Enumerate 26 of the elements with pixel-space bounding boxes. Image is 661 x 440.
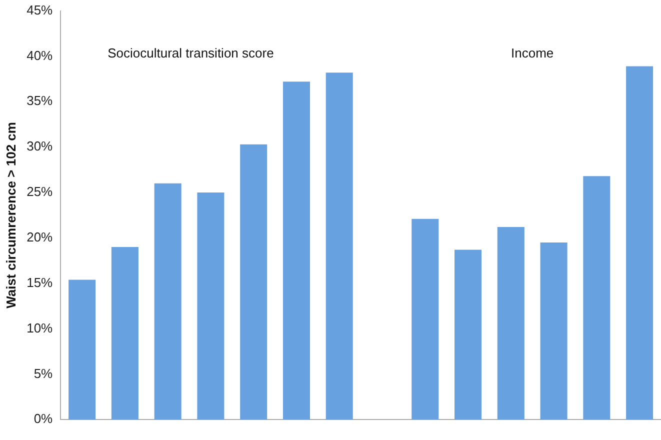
- bar: [68, 280, 96, 420]
- y-axis-title: Waist circumrerence > 102 cm: [3, 122, 18, 308]
- bar: [583, 176, 610, 420]
- y-tick-label: 25%: [26, 184, 54, 200]
- y-tick-label: 45%: [26, 2, 54, 18]
- y-tick-label: 35%: [26, 93, 54, 108]
- bar: [540, 242, 568, 420]
- bar: [497, 227, 524, 420]
- bar: [412, 218, 439, 420]
- y-tick-label: 20%: [26, 229, 54, 244]
- bar: [197, 192, 224, 420]
- y-tick-label: 15%: [26, 274, 54, 290]
- bar: [282, 82, 310, 420]
- y-tick-label: 40%: [26, 48, 54, 63]
- y-tick-label: 0%: [34, 411, 54, 426]
- y-tick-label: 5%: [34, 366, 54, 381]
- annotation: Income: [511, 45, 554, 60]
- annotation: Sociocultural transition score: [108, 45, 274, 60]
- bar: [154, 183, 182, 420]
- bar: [326, 72, 353, 420]
- y-tick-label: 10%: [26, 320, 54, 336]
- bar: [454, 250, 482, 420]
- bar: [626, 66, 654, 420]
- bar: [240, 144, 268, 420]
- bar: [111, 246, 138, 420]
- y-tick-label: 30%: [26, 138, 54, 154]
